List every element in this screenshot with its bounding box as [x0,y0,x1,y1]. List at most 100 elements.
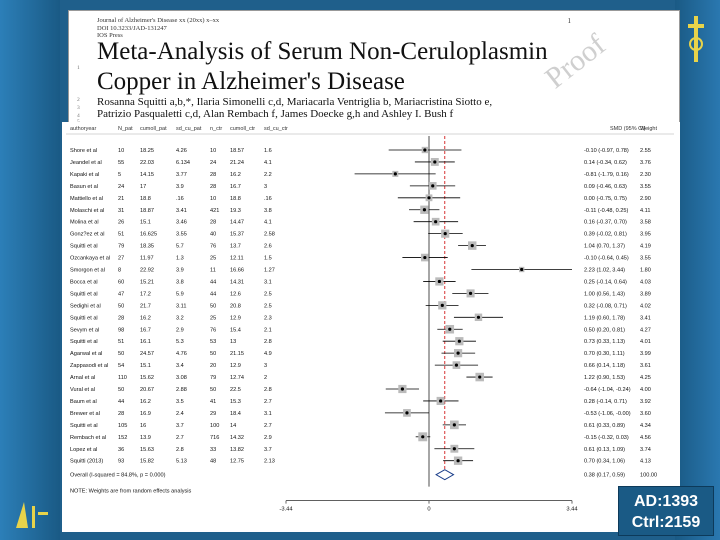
cell-n_pat: 26 [118,220,124,226]
point-estimate [431,184,435,188]
cell-weight: 3.76 [640,160,651,166]
cell-cu_pat: 16 [140,423,146,429]
cell-cu_pat: 15.1 [140,220,151,226]
cell-sd_pat: 3.77 [176,172,187,178]
cell-sd_pat: 2.8 [176,447,184,453]
cell-weight: 3.60 [640,411,651,417]
column-header: Weight [640,126,657,132]
point-estimate [454,363,459,367]
cell-sd_ctr: 4.1 [264,220,272,226]
cell-sd_ctr: 3.1 [264,411,272,417]
cell-cu_pat: 15.63 [140,447,154,453]
point-estimate [423,255,427,260]
cell-weight: 3.99 [640,351,651,357]
cell-cu_ctr: 18.4 [230,411,241,417]
cell-sd_ctr: 2.7 [264,423,272,429]
cell-ci: -0.10 (-0.97, 0.78) [584,148,629,154]
cell-cu_ctr: 12.75 [230,459,244,465]
cell-cu_ctr: 13 [230,339,236,345]
cell-cu_pat: 15.1 [140,363,151,369]
cell-cu_ctr: 12.11 [230,256,244,262]
cell-n_pat: 50 [118,351,124,357]
overall-label: Overall (I-squared = 84.8%, p = 0.000) [70,473,166,479]
cell-sd_pat: 1.3 [176,256,184,262]
cell-cu_ctr: 21.24 [230,160,244,166]
cell-sd_pat: 3.46 [176,220,187,226]
cell-weight: 4.11 [640,208,650,214]
cell-author: Vural et al [70,387,95,393]
cell-ci: 0.50 (0.20, 0.81) [584,327,625,333]
cell-author: Bocca et al [70,279,98,285]
cell-n_ctr: 40 [210,232,216,238]
cell-n_pat: 98 [118,327,124,333]
cell-n_ctr: 50 [210,351,216,357]
cell-author: Smorgon et al [70,268,105,274]
cell-ci: 0.00 (-0.75, 0.75) [584,196,627,202]
column-header: sd_cu_pat [176,126,202,132]
cell-ci: -0.81 (-1.79, 0.16) [584,172,629,178]
cell-ci: 0.73 (0.33, 1.13) [584,339,625,345]
point-estimate [440,303,444,307]
cell-sd_pat: 2.7 [176,435,184,441]
cell-sd_ctr: 2 [264,375,267,381]
badge-ad-count: AD:1393 [633,493,699,510]
cell-ci: 0.09 (-0.46, 0.63) [584,184,627,190]
cell-sd_pat: 3.41 [176,208,187,214]
cell-author: Gonz?ez et al [70,232,105,238]
point-estimate [470,244,474,248]
point-estimate [478,375,482,379]
overall-ci: 0.38 (0.17, 0.59) [584,473,625,479]
cell-n_ctr: 28 [210,220,216,226]
cell-ci: -0.15 (-0.32, 0.03) [584,435,629,441]
cell-ci: -0.10 (-0.64, 0.45) [584,256,629,262]
forest-plot-panel: authoryear N_pat cumoll_pat sd_cu_pat n_ctr c… [62,122,680,532]
cell-sd_pat: 3.11 [176,303,186,309]
column-header: sd_cu_ctr [264,126,288,132]
cell-weight: 4.56 [640,435,651,441]
line-number: 1 [77,65,80,71]
cell-n_pat: 152 [118,435,127,441]
slide-background-right [675,0,720,540]
cell-n_pat: 36 [118,447,124,453]
cell-n_ctr: 53 [210,339,216,345]
cell-weight: 4.00 [640,387,651,393]
cell-n_ctr: 33 [210,447,216,453]
cell-ci: 1.00 (0.56, 1.43) [584,291,625,297]
cell-ci: 0.14 (-0.34, 0.62) [584,160,627,166]
point-estimate [443,232,447,236]
cell-n_pat: 27 [118,256,124,262]
badge-ctrl-count: Ctrl:2159 [631,514,701,531]
cell-sd_ctr: 1.6 [264,148,272,154]
cell-sd_pat: 6.134 [176,160,190,166]
slide-background-left [0,0,60,540]
cell-n_ctr: 48 [210,459,216,465]
cell-n_pat: 8 [118,268,121,274]
cell-sd_pat: 3.08 [176,375,187,381]
point-estimate [423,148,427,152]
cell-cu_ctr: 16.7 [230,184,241,190]
cell-author: Basun et al [70,184,98,190]
cell-n_ctr: 44 [210,291,216,297]
cell-n_pat: 28 [118,315,124,321]
cell-n_pat: 54 [118,363,124,369]
journal-name: Journal of Alzheimer's Disease xx (20xx)… [97,17,220,24]
cell-sd_ctr: .16 [264,196,272,202]
cell-cu_ctr: 16.2 [230,172,241,178]
cell-weight: 3.95 [640,232,651,238]
cell-cu_ctr: 14.32 [230,435,244,441]
cell-ci: 0.66 (0.14, 1.18) [584,363,625,369]
cell-sd_ctr: 2.7 [264,399,272,405]
cell-ci: 0.32 (-0.08, 0.71) [584,303,627,309]
cell-sd_ctr: 2.13 [264,459,275,465]
cell-n_pat: 24 [118,184,124,190]
cell-weight: 3.92 [640,399,651,405]
cell-cu_ctr: 21.15 [230,351,244,357]
cell-ci: -0.64 (-1.04, -0.24) [584,387,631,393]
cell-ci: 0.16 (-0.37, 0.70) [584,220,627,226]
cell-author: Molina et al [70,220,99,226]
cell-cu_ctr: 15.37 [230,232,244,238]
weights-note: NOTE: Weights are from random effects an… [70,489,192,495]
cell-sd_pat: 3.4 [176,363,184,369]
cell-cu_pat: 18.87 [140,208,154,214]
column-header: n_ctr [210,126,222,132]
